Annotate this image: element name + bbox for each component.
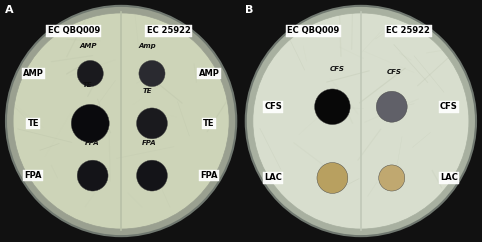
Text: EC QBQ009: EC QBQ009 <box>48 26 100 35</box>
Text: EC 25922: EC 25922 <box>147 26 190 35</box>
Text: FPA: FPA <box>142 140 157 146</box>
Ellipse shape <box>6 6 236 236</box>
Circle shape <box>77 160 108 191</box>
Text: CFS: CFS <box>387 69 402 75</box>
Text: LAC: LAC <box>440 174 458 182</box>
Circle shape <box>315 89 350 125</box>
Ellipse shape <box>246 6 476 236</box>
Text: TE: TE <box>27 119 39 128</box>
Text: FPA: FPA <box>25 171 42 180</box>
Ellipse shape <box>253 13 469 229</box>
Text: Amp: Amp <box>138 43 156 49</box>
Circle shape <box>77 60 103 87</box>
Circle shape <box>317 163 348 193</box>
Text: TE: TE <box>143 88 152 94</box>
Text: CFS: CFS <box>264 102 282 111</box>
Text: TE: TE <box>203 119 214 128</box>
Text: EC QBQ009: EC QBQ009 <box>287 26 339 35</box>
Text: FPA: FPA <box>200 171 218 180</box>
Text: B: B <box>244 5 253 15</box>
Text: A: A <box>5 5 13 15</box>
Ellipse shape <box>13 13 229 229</box>
Circle shape <box>71 104 109 142</box>
Text: LAC: LAC <box>264 174 282 182</box>
Text: TE: TE <box>83 82 93 88</box>
Text: EC 25922: EC 25922 <box>387 26 430 35</box>
Text: CFS: CFS <box>330 66 345 72</box>
Circle shape <box>379 165 405 191</box>
Circle shape <box>376 91 407 122</box>
Text: FPA: FPA <box>85 140 100 146</box>
Circle shape <box>139 60 165 87</box>
Circle shape <box>136 108 167 139</box>
Circle shape <box>136 160 167 191</box>
Text: AMP: AMP <box>79 43 96 49</box>
Text: AMP: AMP <box>23 69 44 78</box>
Text: AMP: AMP <box>199 69 219 78</box>
Text: CFS: CFS <box>440 102 457 111</box>
